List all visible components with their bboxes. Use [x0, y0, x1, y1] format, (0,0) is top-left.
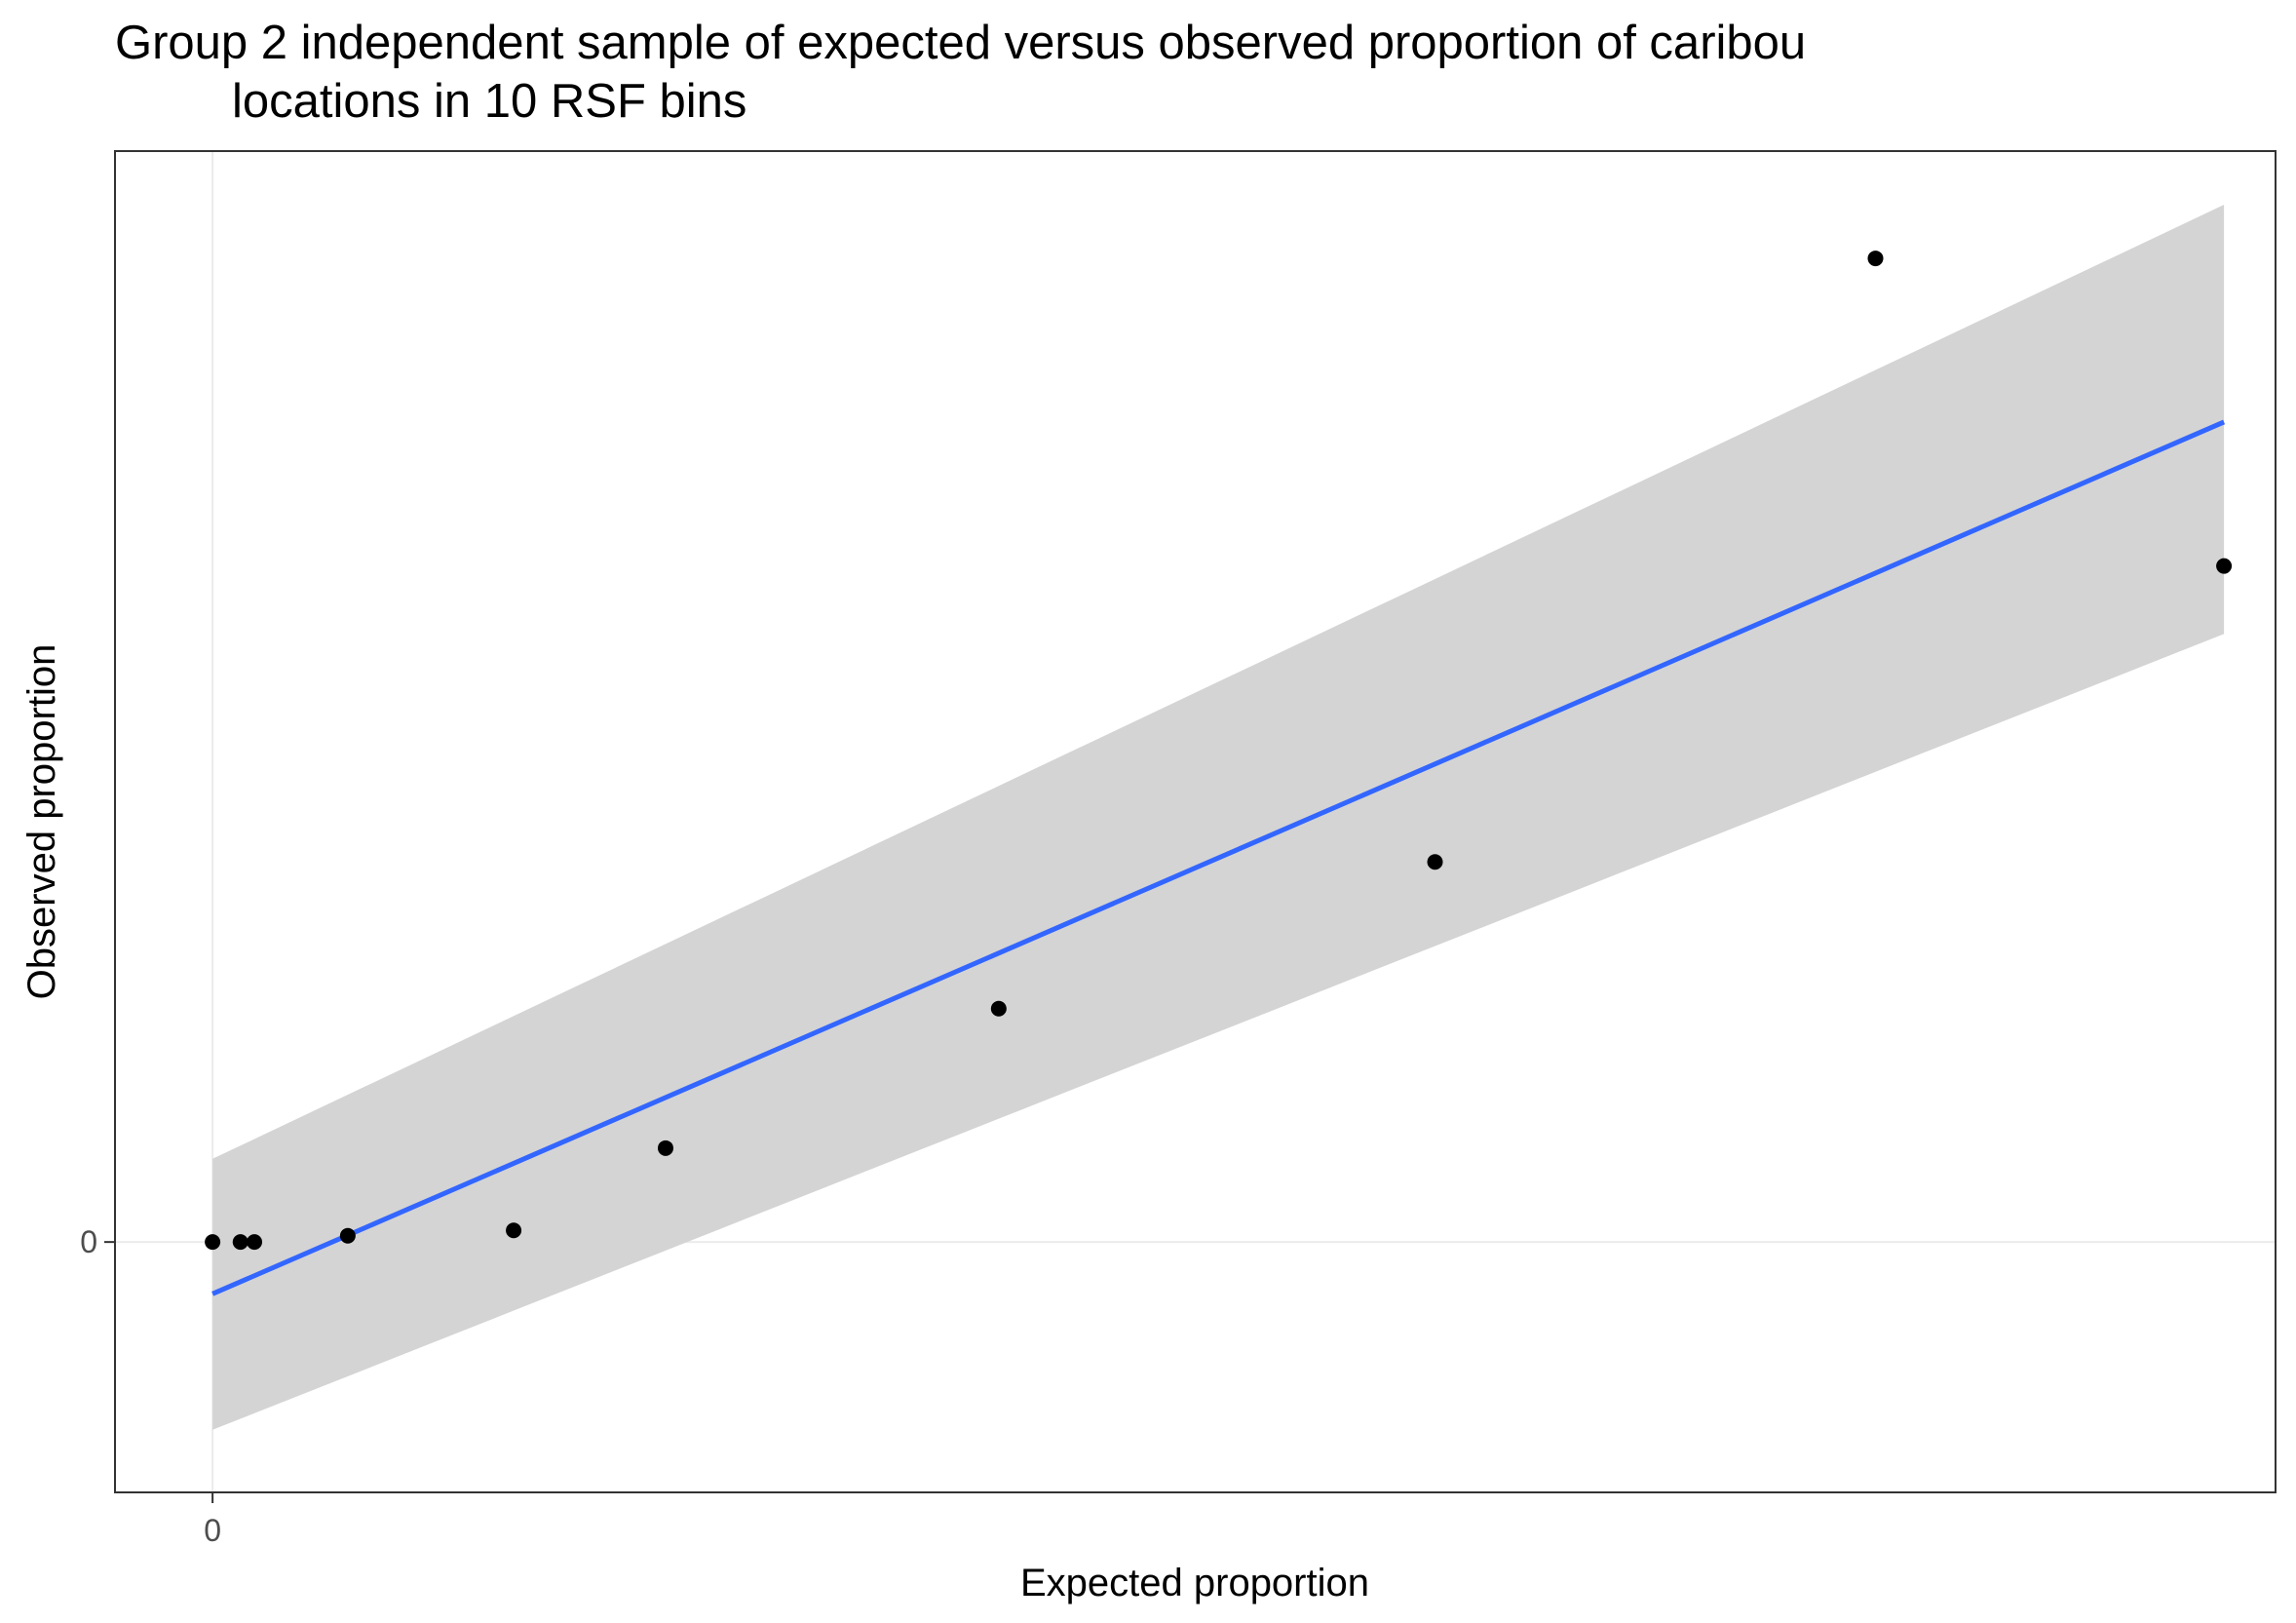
- x-axis-label: Expected proportion: [1020, 1562, 1369, 1604]
- data-point: [247, 1234, 263, 1251]
- chart-title-line-2: locations in 10 RSF bins: [232, 75, 747, 128]
- chart-title: Group 2 independent sample of expected v…: [115, 14, 1806, 131]
- data-point: [1867, 251, 1884, 267]
- chart-title-line-1: Group 2 independent sample of expected v…: [115, 17, 1807, 69]
- regression-line: [211, 419, 2226, 1296]
- data-point: [339, 1227, 356, 1244]
- plot-panel-border: [114, 150, 2277, 1493]
- points-layer: [205, 251, 2233, 1251]
- data-point: [1427, 854, 1443, 870]
- data-point: [657, 1140, 673, 1156]
- confidence-ribbon: [212, 205, 2225, 1430]
- x-tick-label: 0: [204, 1513, 221, 1548]
- data-point: [232, 1234, 249, 1251]
- data-point: [506, 1222, 522, 1239]
- data-point: [205, 1234, 221, 1251]
- y-axis-label: Observed proportion: [20, 644, 63, 1000]
- data-point: [2216, 558, 2233, 574]
- data-point: [990, 1000, 1007, 1017]
- y-tick-label: 0: [80, 1224, 97, 1259]
- ticks-layer: 00: [80, 1224, 221, 1548]
